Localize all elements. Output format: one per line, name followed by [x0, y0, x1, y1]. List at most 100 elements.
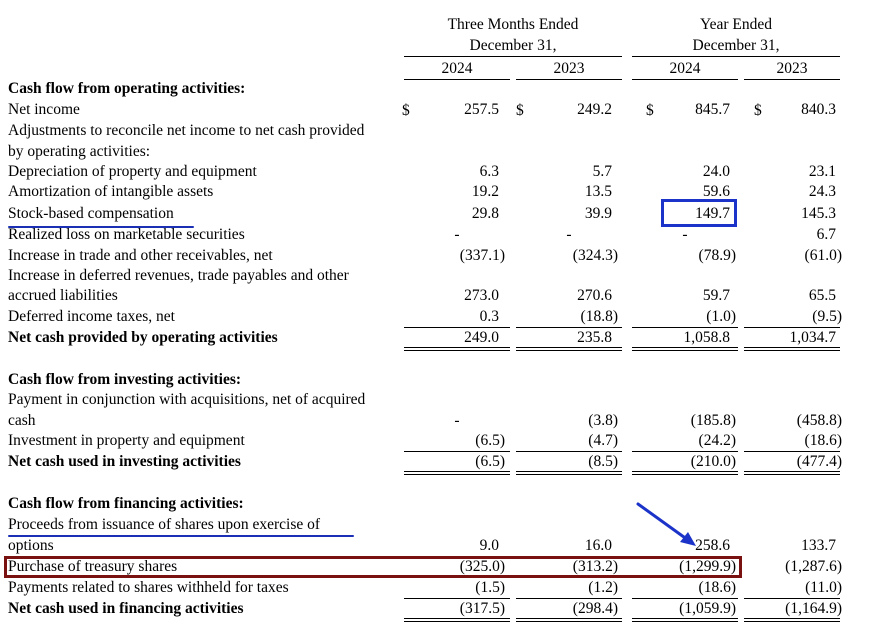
row-value: (24.2) [698, 432, 736, 449]
row-value: (3.8) [588, 412, 618, 429]
value-underline [632, 451, 738, 452]
header-year-col2: 2023 [553, 60, 585, 77]
row-value: 258.6 [695, 537, 730, 554]
row-label: Net cash provided by operating activitie… [8, 329, 278, 346]
row-value: (4.7) [588, 432, 618, 449]
stock-comp-highlight-box [661, 199, 737, 227]
value-underline [632, 474, 738, 475]
value-underline [404, 471, 510, 472]
row-value: 149.7 [695, 205, 730, 222]
row-label: cash [8, 412, 36, 429]
value-underline [632, 598, 738, 599]
proceeds-underline [8, 535, 354, 537]
row-value: 1,034.7 [789, 329, 837, 346]
row-label: Stock-based compensation [8, 205, 174, 222]
row-value: (1,287.6) [785, 558, 842, 575]
header-year-line1: Year Ended [699, 16, 773, 33]
row-label: Cash flow from investing activities: [8, 371, 242, 388]
value-underline [744, 621, 840, 622]
value-underline [744, 474, 840, 475]
row-value: 23.1 [808, 163, 836, 180]
row-value: 249.2 [577, 101, 612, 118]
row-value: (185.8) [690, 412, 736, 429]
row-value: - [454, 226, 460, 243]
row-value: (8.5) [588, 453, 618, 470]
row-label: Payments related to shares withheld for … [8, 579, 289, 596]
row-value: 29.8 [471, 205, 499, 222]
row-value: 145.3 [801, 205, 836, 222]
value-underline [516, 327, 622, 328]
row-value: 1,058.8 [683, 329, 731, 346]
row-label: accrued liabilities [8, 287, 118, 304]
row-label: Increase in trade and other receivables,… [8, 247, 273, 264]
value-underline [632, 621, 738, 622]
value-underline [516, 471, 622, 472]
row-value: (477.4) [796, 453, 842, 470]
row-value: (458.8) [796, 412, 842, 429]
row-value: - [454, 412, 460, 429]
row-value: 0.3 [479, 308, 499, 325]
row-label: Depreciation of property and equipment [8, 163, 257, 180]
value-underline [744, 471, 840, 472]
row-label: Investment in property and equipment [8, 432, 245, 449]
row-label: Cash flow from operating activities: [8, 80, 246, 97]
row-value: 19.2 [471, 183, 499, 200]
header-year-rule [632, 56, 840, 57]
header-year-line2: December 31, [692, 37, 780, 54]
row-value: 6.7 [816, 226, 836, 243]
row-value: (210.0) [690, 453, 736, 470]
row-value: (78.9) [698, 247, 736, 264]
row-value: 270.6 [577, 287, 612, 304]
value-underline [744, 598, 840, 599]
row-value: 235.8 [577, 329, 612, 346]
row-value: (317.5) [459, 600, 505, 617]
row-value: (9.5) [812, 308, 842, 325]
value-underline [516, 598, 622, 599]
row-value: (1,164.9) [785, 600, 842, 617]
value-underline [516, 618, 622, 619]
row-value: (18.6) [698, 579, 736, 596]
row-label: Net income [8, 101, 80, 118]
header-three-months-rule [404, 56, 622, 57]
header-three-months-line1: Three Months Ended [447, 16, 579, 33]
value-underline [744, 327, 840, 328]
row-value: 24.3 [808, 183, 836, 200]
row-value: (298.4) [572, 600, 618, 617]
dollar-sign-col4: $ [754, 102, 762, 119]
row-value: 59.6 [702, 183, 730, 200]
value-underline [516, 350, 622, 351]
stock-comp-underline [8, 226, 194, 228]
row-value: 133.7 [801, 537, 836, 554]
row-label: Adjustments to reconcile net income to n… [8, 122, 365, 139]
row-value: 6.3 [479, 163, 499, 180]
row-value: (11.0) [805, 579, 842, 596]
value-underline [744, 347, 840, 348]
row-value: 65.5 [808, 287, 836, 304]
row-label: Realized loss on marketable securities [8, 226, 245, 243]
row-value: (1,299.9) [679, 558, 736, 575]
treasury-shares-highlight-box [4, 556, 742, 578]
dollar-sign-col3: $ [646, 102, 654, 119]
row-label: Amortization of intangible assets [8, 183, 214, 200]
row-value: 5.7 [592, 163, 612, 180]
value-underline [516, 451, 622, 452]
row-value: 840.3 [801, 101, 836, 118]
value-underline [744, 618, 840, 619]
row-value: (1.0) [706, 308, 736, 325]
value-underline [744, 350, 840, 351]
value-underline [404, 618, 510, 619]
row-label: Net cash used in investing activities [8, 453, 241, 470]
row-value: (18.6) [804, 432, 842, 449]
value-underline [632, 471, 738, 472]
value-underline [744, 451, 840, 452]
value-underline [632, 618, 738, 619]
value-underline [632, 327, 738, 328]
row-label: Increase in deferred revenues, trade pay… [8, 267, 349, 284]
header-col2-rule [516, 79, 622, 80]
row-value: (313.2) [572, 558, 618, 575]
value-underline [516, 347, 622, 348]
value-underline [404, 347, 510, 348]
row-value: 9.0 [479, 537, 499, 554]
value-underline [632, 347, 738, 348]
row-value: (61.0) [804, 247, 842, 264]
